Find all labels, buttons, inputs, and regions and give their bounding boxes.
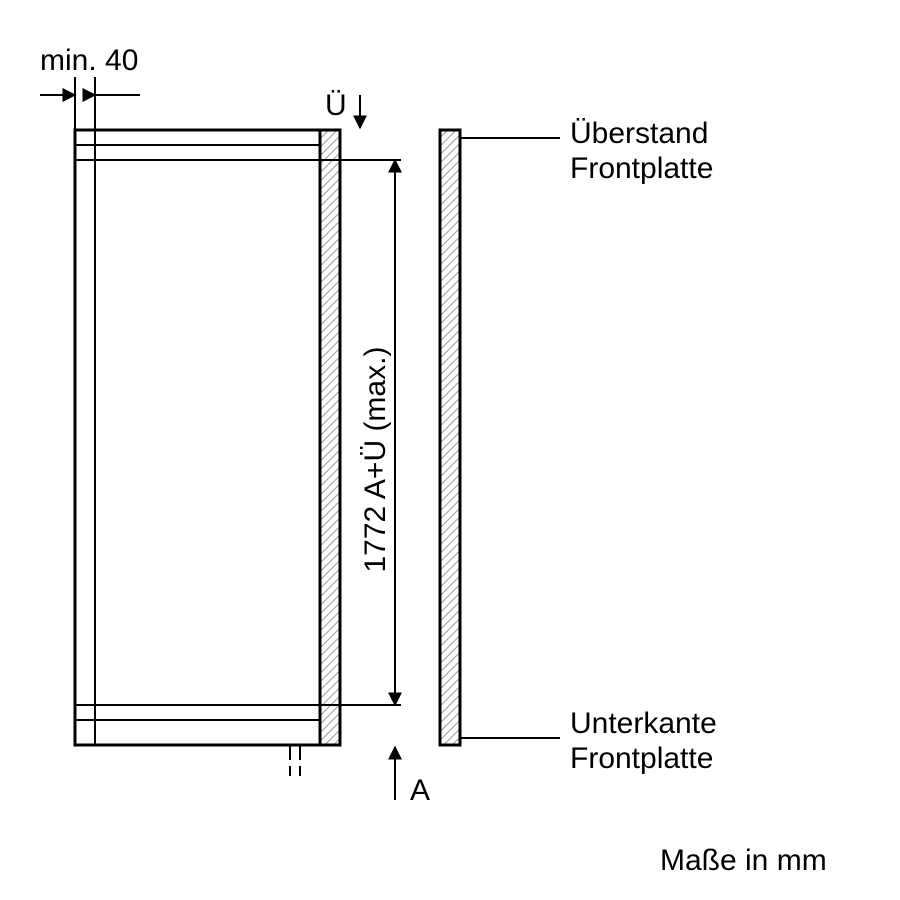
front-plate [440,130,460,745]
cabinet-outline [75,130,320,745]
label-A: A [410,774,430,807]
label-units: Maße in mm [660,844,827,877]
label-top1: Überstand [570,117,708,150]
label-U: Ü [325,89,347,122]
label-top2: Frontplatte [570,152,713,185]
door-panel [320,130,340,745]
label-bot2: Frontplatte [570,742,713,775]
label-vertical-dim: 1772 A+Ü (max.) [359,347,392,573]
label-min40: min. 40 [40,44,138,77]
diagram-canvas: min. 40Ü1772 A+Ü (max.)AÜberstandFrontpl… [0,0,900,900]
label-bot1: Unterkante [570,707,717,740]
